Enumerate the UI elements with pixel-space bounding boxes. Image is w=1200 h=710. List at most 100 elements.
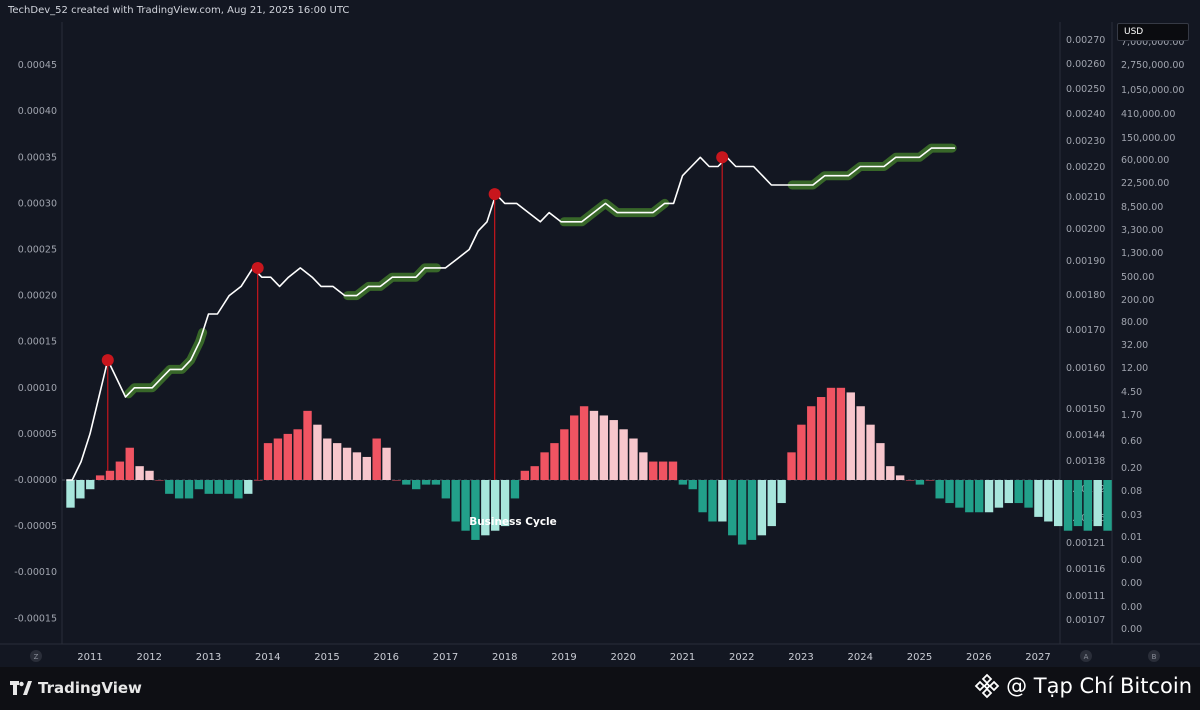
histogram-bar[interactable] — [876, 443, 885, 480]
histogram-bar[interactable] — [115, 461, 125, 480]
histogram-bar[interactable] — [560, 429, 569, 480]
peak-marker[interactable] — [101, 354, 114, 367]
tradingview-logo[interactable]: TradingView — [10, 679, 142, 697]
histogram-bar[interactable] — [925, 480, 934, 481]
histogram-bar[interactable] — [1063, 480, 1073, 531]
histogram-bar[interactable] — [747, 480, 757, 540]
histogram-bar[interactable] — [728, 480, 737, 536]
histogram-bar[interactable] — [609, 420, 618, 480]
histogram-bar[interactable] — [807, 406, 816, 480]
histogram-bar[interactable] — [649, 461, 658, 480]
histogram-bar[interactable] — [856, 406, 865, 480]
histogram-bar[interactable] — [421, 480, 431, 485]
histogram-bar[interactable] — [1044, 480, 1053, 522]
histogram-bar[interactable] — [836, 387, 846, 480]
mid-axis-button[interactable] — [1080, 650, 1092, 662]
histogram-bar[interactable] — [402, 480, 411, 485]
histogram-bar[interactable] — [846, 392, 855, 480]
histogram-bar[interactable] — [1024, 480, 1033, 508]
histogram-bar[interactable] — [135, 466, 144, 480]
histogram-bar[interactable] — [283, 433, 292, 480]
histogram-bar[interactable] — [757, 480, 767, 536]
peak-marker[interactable] — [488, 188, 501, 201]
business-cycle-chart[interactable]: 0.000500.000450.000400.000350.000300.000… — [0, 22, 1200, 667]
histogram-bar[interactable] — [313, 424, 322, 480]
histogram-bar[interactable] — [787, 452, 796, 480]
histogram-bar[interactable] — [500, 480, 510, 527]
histogram-bar[interactable] — [1004, 480, 1013, 504]
histogram-bar[interactable] — [451, 480, 460, 522]
histogram-bar[interactable] — [1103, 480, 1112, 531]
histogram-bar[interactable] — [303, 410, 312, 480]
histogram-bar[interactable] — [540, 452, 549, 480]
histogram-bar[interactable] — [293, 429, 302, 480]
histogram-bar[interactable] — [895, 475, 905, 480]
histogram-bar[interactable] — [974, 480, 984, 513]
histogram-bar[interactable] — [886, 466, 895, 480]
histogram-bar[interactable] — [905, 480, 915, 481]
histogram-bar[interactable] — [599, 415, 609, 480]
histogram-bar[interactable] — [698, 480, 707, 513]
histogram-bar[interactable] — [935, 480, 944, 499]
histogram-bar[interactable] — [491, 480, 500, 531]
histogram-bar[interactable] — [244, 480, 253, 494]
histogram-bar[interactable] — [718, 480, 727, 522]
histogram-bar[interactable] — [431, 480, 441, 485]
histogram-bar[interactable] — [105, 470, 115, 480]
histogram-bar[interactable] — [323, 438, 332, 480]
histogram-bar[interactable] — [263, 443, 273, 480]
histogram-bar[interactable] — [816, 397, 826, 480]
histogram-bar[interactable] — [76, 480, 85, 499]
histogram-bar[interactable] — [253, 480, 263, 481]
histogram-bar[interactable] — [95, 475, 105, 480]
histogram-bar[interactable] — [382, 447, 391, 480]
histogram-bar[interactable] — [826, 387, 836, 480]
histogram-bar[interactable] — [155, 480, 164, 481]
histogram-bar[interactable] — [915, 480, 925, 485]
histogram-bar[interactable] — [1083, 480, 1093, 531]
histogram-bar[interactable] — [737, 480, 747, 545]
histogram-bar[interactable] — [550, 443, 559, 480]
histogram-bar[interactable] — [165, 480, 174, 494]
histogram-bar[interactable] — [234, 480, 243, 499]
histogram-bar[interactable] — [510, 480, 520, 499]
histogram-bar[interactable] — [392, 480, 401, 481]
histogram-bar[interactable] — [145, 470, 154, 480]
histogram-bar[interactable] — [273, 438, 283, 480]
right-axis-button[interactable] — [1148, 650, 1160, 662]
histogram-bar[interactable] — [86, 480, 95, 490]
peak-marker[interactable] — [716, 151, 729, 164]
histogram-bar[interactable] — [777, 480, 786, 504]
histogram-bar[interactable] — [530, 466, 539, 480]
histogram-bar[interactable] — [629, 438, 638, 480]
histogram-bar[interactable] — [984, 480, 994, 513]
histogram-bar[interactable] — [125, 447, 134, 480]
histogram-bar[interactable] — [708, 480, 717, 522]
histogram-bar[interactable] — [194, 480, 204, 490]
histogram-bar[interactable] — [1034, 480, 1043, 517]
peak-marker[interactable] — [251, 261, 264, 274]
histogram-bar[interactable] — [471, 480, 480, 540]
histogram-bar[interactable] — [372, 438, 381, 480]
histogram-bar[interactable] — [66, 480, 75, 508]
histogram-bar[interactable] — [589, 410, 599, 480]
histogram-bar[interactable] — [224, 480, 233, 494]
histogram-bar[interactable] — [174, 480, 184, 499]
histogram-bar[interactable] — [1014, 480, 1023, 504]
histogram-bar[interactable] — [214, 480, 223, 494]
histogram-bar[interactable] — [668, 461, 678, 480]
histogram-bar[interactable] — [688, 480, 697, 490]
histogram-bar[interactable] — [342, 447, 352, 480]
histogram-bar[interactable] — [619, 429, 628, 480]
histogram-bar[interactable] — [945, 480, 954, 504]
histogram-bar[interactable] — [639, 452, 648, 480]
histogram-bar[interactable] — [678, 480, 688, 485]
histogram-bar[interactable] — [658, 461, 668, 480]
histogram-bar[interactable] — [362, 456, 371, 480]
currency-badge[interactable]: USD — [1117, 23, 1189, 41]
left-axis-button[interactable] — [30, 650, 42, 662]
histogram-bar[interactable] — [579, 406, 589, 480]
histogram-bar[interactable] — [352, 452, 362, 480]
histogram-bar[interactable] — [955, 480, 964, 508]
histogram-bar[interactable] — [441, 480, 451, 499]
